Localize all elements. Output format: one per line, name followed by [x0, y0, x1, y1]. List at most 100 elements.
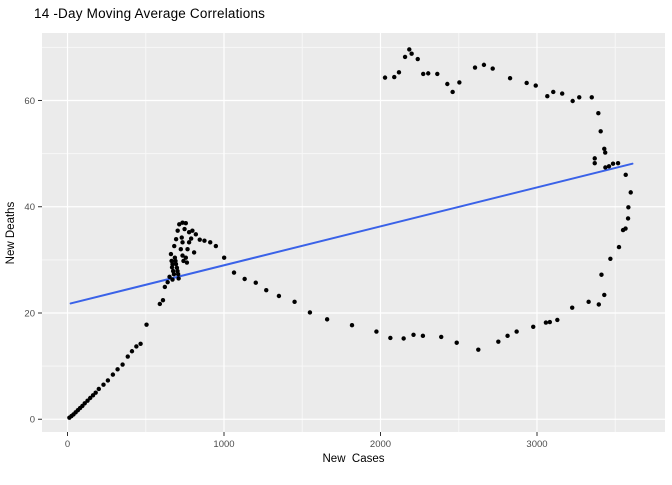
data-point: [231, 270, 237, 275]
data-point: [610, 161, 616, 166]
data-point: [382, 75, 388, 80]
data-point: [167, 274, 172, 280]
data-point: [208, 240, 213, 245]
data-point: [190, 228, 195, 233]
data-point: [101, 382, 106, 387]
data-point: [407, 47, 412, 52]
data-point: [626, 205, 631, 210]
data-point: [450, 89, 455, 95]
data-point: [138, 341, 143, 347]
data-point: [586, 299, 591, 305]
y-tick-label: 0: [30, 415, 35, 426]
data-point: [162, 284, 168, 290]
x-axis-title: New Cases: [322, 453, 385, 465]
data-point: [596, 302, 602, 307]
data-point: [264, 287, 269, 293]
data-point: [178, 247, 184, 252]
data-point: [401, 336, 406, 341]
data-point: [628, 190, 633, 195]
data-point: [183, 255, 189, 260]
data-point: [374, 329, 379, 334]
data-point: [599, 272, 604, 277]
data-point: [606, 164, 612, 169]
data-point: [179, 235, 184, 240]
data-point: [472, 65, 478, 70]
data-point: [93, 390, 98, 395]
data-point: [242, 276, 247, 282]
data-point: [307, 310, 313, 315]
data-point: [514, 329, 519, 334]
data-point: [181, 258, 186, 264]
data-point: [559, 91, 565, 96]
data-point: [324, 317, 330, 322]
data-point: [180, 253, 185, 258]
data-point: [115, 367, 120, 372]
data-point: [409, 51, 414, 56]
data-point: [213, 243, 219, 249]
data-point: [392, 74, 397, 80]
data-point: [185, 247, 190, 252]
data-point: [420, 333, 426, 339]
data-point: [589, 95, 594, 100]
data-point: [411, 332, 416, 337]
data-point: [87, 395, 93, 401]
data-point: [183, 221, 189, 226]
data-point: [577, 95, 582, 100]
data-point: [165, 279, 170, 285]
data-point: [533, 83, 538, 88]
data-point: [349, 323, 355, 328]
x-tick-label: 3000: [526, 439, 547, 450]
data-point: [221, 255, 227, 260]
data-point: [396, 70, 402, 75]
data-point: [602, 146, 607, 152]
data-point: [160, 298, 166, 303]
data-point: [623, 226, 628, 231]
data-point: [569, 305, 575, 310]
data-point: [180, 240, 185, 245]
data-point: [182, 226, 187, 232]
data-point: [490, 66, 495, 71]
data-point: [592, 160, 597, 166]
data-point: [120, 362, 125, 367]
data-point: [545, 94, 550, 99]
data-point: [551, 89, 556, 95]
data-point: [524, 80, 529, 86]
data-point: [186, 240, 192, 245]
data-point: [171, 272, 177, 277]
data-point: [445, 81, 450, 87]
data-point: [457, 80, 462, 85]
data-point: [603, 165, 608, 170]
data-point: [82, 401, 87, 406]
data-point: [598, 129, 603, 134]
data-point: [90, 393, 96, 398]
x-tick-label: 2000: [370, 439, 391, 450]
data-point: [193, 232, 199, 237]
data-point: [276, 293, 282, 299]
data-point: [110, 372, 116, 377]
data-point: [616, 244, 622, 250]
data-point: [592, 156, 597, 161]
data-point: [505, 333, 510, 339]
data-point: [623, 172, 628, 178]
data-point: [172, 243, 177, 249]
data-point: [547, 319, 553, 325]
data-point: [476, 347, 481, 352]
x-tick-label: 1000: [213, 439, 234, 450]
x-tick-label: 0: [65, 439, 70, 450]
data-point: [175, 228, 180, 233]
data-point: [177, 222, 182, 227]
data-point: [507, 75, 513, 81]
data-point: [439, 334, 444, 340]
data-point: [168, 251, 174, 257]
data-point: [197, 237, 202, 242]
data-point: [191, 250, 197, 255]
data-point: [603, 150, 608, 155]
data-point: [202, 238, 207, 243]
trend-line: [69, 162, 634, 305]
y-tick-label: 60: [24, 96, 35, 107]
data-point: [481, 62, 487, 68]
data-point: [415, 56, 420, 62]
data-point: [105, 378, 111, 383]
